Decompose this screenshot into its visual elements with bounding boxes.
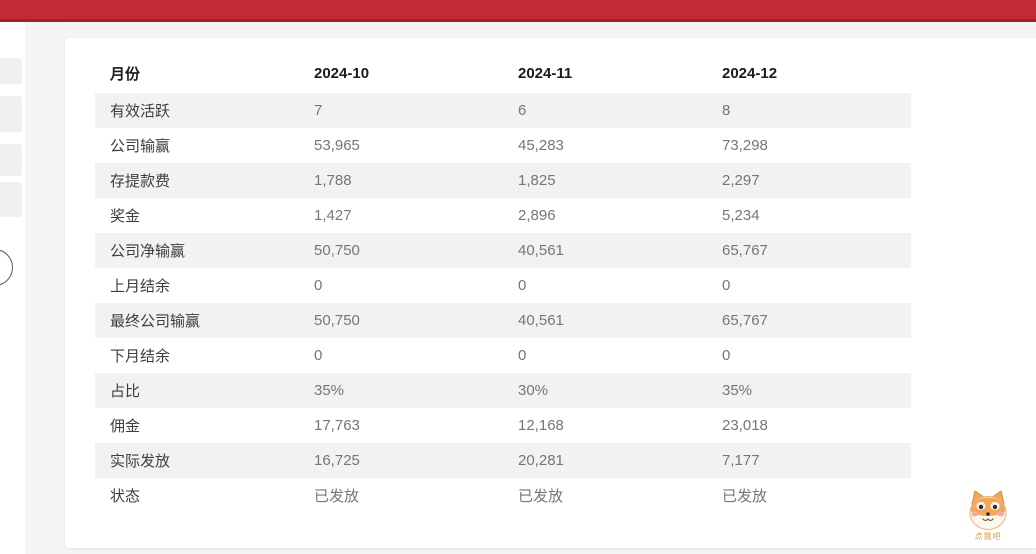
- table-row: 存提款费 1,788 1,825 2,297: [95, 163, 911, 198]
- row-value: 50,750: [299, 303, 503, 338]
- row-value: 0: [314, 347, 323, 364]
- monthly-report-table: 月份 2024-10 2024-11 2024-12 有效活跃 7 6 8 公司输赢 53,96…: [95, 58, 911, 513]
- sidebar-toggle-button[interactable]: [0, 249, 13, 286]
- row-label: 存提款费: [95, 163, 299, 198]
- row-value: 1,788: [299, 163, 503, 198]
- row-value: 65,767: [707, 303, 911, 338]
- table-row: 公司输赢 53,965 45,283 73,298: [95, 128, 911, 163]
- row-value: 1,427: [314, 207, 352, 224]
- row-value: 23,018: [722, 417, 768, 434]
- row-value: 65,767: [707, 233, 911, 268]
- mascot-helper-button[interactable]: 点我吧: [961, 490, 1015, 542]
- row-label: 奖金: [110, 208, 141, 225]
- row-value: 已发放: [314, 488, 360, 505]
- row-value: 53,965: [314, 137, 360, 154]
- row-value: 0: [722, 347, 731, 364]
- table-row: 下月结余 0 0 0: [95, 338, 911, 373]
- table-row: 最终公司输赢 50,750 40,561 65,767: [95, 303, 911, 338]
- column-header-month: 2024-11: [518, 65, 573, 82]
- row-value: 8: [707, 93, 911, 128]
- report-table-head-row: 月份 2024-10 2024-11 2024-12: [95, 58, 911, 93]
- row-value: 40,561: [503, 303, 707, 338]
- row-value: 0: [314, 277, 323, 294]
- row-value: 1,825: [503, 163, 707, 198]
- column-header-month-label: 月份: [110, 66, 141, 83]
- row-value: 6: [503, 93, 707, 128]
- row-label: 占比: [95, 373, 299, 408]
- sidebar-item-placeholder[interactable]: [0, 182, 22, 217]
- row-value: 12,168: [518, 417, 564, 434]
- row-label: 上月结余: [110, 278, 171, 295]
- top-navigation-bar: [0, 0, 1036, 22]
- row-value: 30%: [503, 373, 707, 408]
- row-value: 73,298: [722, 137, 768, 154]
- shiba-mascot-icon: [961, 490, 1015, 532]
- sidebar-item-placeholder[interactable]: [0, 58, 22, 84]
- mascot-label: 点我吧: [974, 532, 1002, 541]
- row-label: 有效活跃: [95, 93, 299, 128]
- row-value: 7: [299, 93, 503, 128]
- table-row: 佣金 17,763 12,168 23,018: [95, 408, 911, 443]
- row-value: 20,281: [503, 443, 707, 478]
- row-value: 16,725: [299, 443, 503, 478]
- table-row: 奖金 1,427 2,896 5,234: [95, 198, 911, 233]
- collapsed-sidebar: [0, 22, 25, 554]
- sidebar-item-placeholder[interactable]: [0, 144, 22, 176]
- row-value: 0: [722, 277, 731, 294]
- row-label: 公司净输赢: [95, 233, 299, 268]
- row-value: 2,896: [518, 207, 556, 224]
- table-row: 上月结余 0 0 0: [95, 268, 911, 303]
- row-value: 已发放: [722, 488, 768, 505]
- column-header-month: 2024-10: [314, 65, 370, 82]
- report-table-body: 有效活跃 7 6 8 公司输赢 53,965 45,283 73,298 存提款费 1,788 1,…: [95, 93, 911, 513]
- row-value: 7,177: [707, 443, 911, 478]
- row-value: 0: [518, 347, 527, 364]
- row-value: 17,763: [314, 417, 360, 434]
- sidebar-item-placeholder[interactable]: [0, 96, 22, 132]
- table-row: 状态 已发放 已发放 已发放: [95, 478, 911, 513]
- row-value: 35%: [299, 373, 503, 408]
- row-label: 下月结余: [110, 348, 171, 365]
- row-label: 佣金: [110, 418, 141, 435]
- row-value: 已发放: [518, 488, 564, 505]
- table-row: 占比 35% 30% 35%: [95, 373, 911, 408]
- table-row: 公司净输赢 50,750 40,561 65,767: [95, 233, 911, 268]
- content-gutter: [25, 22, 65, 554]
- row-value: 0: [518, 277, 527, 294]
- row-value: 50,750: [299, 233, 503, 268]
- row-value: 35%: [707, 373, 911, 408]
- row-label: 状态: [110, 488, 141, 505]
- table-row: 实际发放 16,725 20,281 7,177: [95, 443, 911, 478]
- row-value: 5,234: [722, 207, 760, 224]
- table-row: 有效活跃 7 6 8: [95, 93, 911, 128]
- monthly-report-card: 月份 2024-10 2024-11 2024-12 有效活跃 7 6 8 公司输赢 53,96…: [65, 38, 1036, 548]
- row-value: 45,283: [518, 137, 564, 154]
- row-value: 2,297: [707, 163, 911, 198]
- row-label: 最终公司输赢: [95, 303, 299, 338]
- row-value: 40,561: [503, 233, 707, 268]
- row-label: 公司输赢: [110, 138, 171, 155]
- column-header-month: 2024-12: [722, 65, 778, 82]
- row-label: 实际发放: [95, 443, 299, 478]
